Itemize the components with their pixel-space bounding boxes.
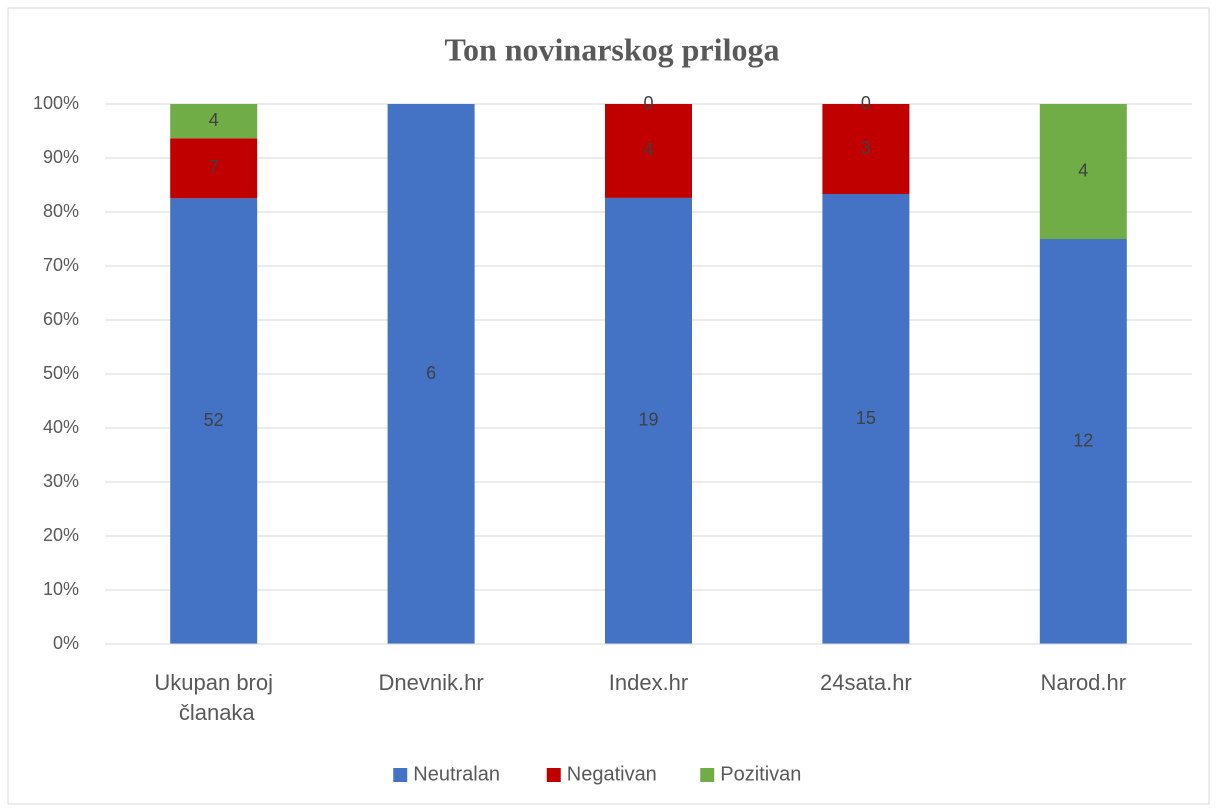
data-label: 4 [643, 140, 653, 160]
x-tick-label: Index.hr [609, 670, 689, 695]
bar-segment [170, 198, 258, 645]
legend-label: Negativan [567, 763, 657, 785]
bar-segment [605, 197, 692, 645]
data-label: 7 [209, 157, 219, 177]
bar-segment [170, 104, 258, 139]
bar-segment [387, 104, 475, 644]
legend-label: Neutralan [413, 763, 500, 785]
data-label: 4 [1078, 160, 1088, 180]
y-tick-label: 90% [43, 147, 79, 167]
bar-segment [822, 104, 910, 194]
x-tick-label: 24sata.hr [820, 670, 912, 695]
y-tick-label: 0% [53, 633, 79, 653]
y-tick-label: 20% [43, 525, 79, 545]
data-label: 12 [1073, 430, 1093, 450]
y-tick-label: 50% [43, 363, 79, 383]
y-tick-label: 10% [43, 579, 79, 599]
y-tick-label: 40% [43, 417, 79, 437]
bar-segment [822, 194, 910, 644]
y-tick-label: 70% [43, 255, 79, 275]
data-label: 52 [204, 410, 224, 430]
y-tick-label: 30% [43, 471, 79, 491]
legend-swatch [546, 768, 561, 782]
data-label: 15 [856, 408, 876, 428]
y-tick-label: 100% [33, 93, 79, 113]
y-tick-label: 80% [43, 201, 79, 221]
bar-segment [170, 138, 258, 199]
data-label: 0 [861, 93, 871, 113]
x-tick-label: Dnevnik.hr [379, 670, 484, 695]
data-label: 0 [643, 93, 653, 113]
legend-swatch [393, 768, 408, 782]
legend-label: Pozitivan [720, 763, 801, 785]
x-tick-label: Narod.hr [1041, 670, 1127, 695]
bar-segment [605, 104, 692, 198]
legend-swatch [700, 768, 715, 782]
data-label: 6 [426, 363, 436, 383]
data-label: 4 [209, 110, 219, 130]
data-label: 19 [638, 410, 658, 430]
bar-segment [1039, 239, 1127, 644]
x-tick-label: Ukupan broj članaka [154, 670, 273, 725]
bar-segment [1039, 104, 1127, 239]
data-label: 3 [861, 138, 871, 158]
y-tick-label: 60% [43, 309, 79, 329]
chart-title: Ton novinarskog priloga [445, 31, 780, 67]
